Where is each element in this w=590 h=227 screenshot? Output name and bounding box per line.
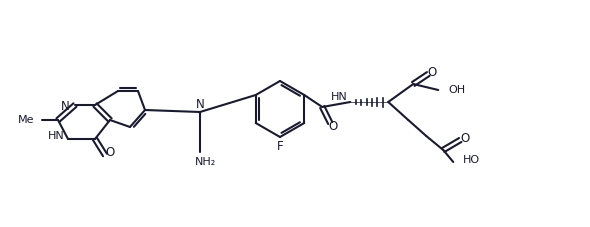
Text: F: F [277,140,283,153]
Text: HN: HN [48,131,64,141]
Text: HN: HN [330,92,348,102]
Text: O: O [329,121,338,133]
Text: O: O [461,131,470,145]
Text: Me: Me [18,115,34,125]
Text: HO: HO [463,155,480,165]
Text: N: N [196,98,204,111]
Text: OH: OH [448,85,466,95]
Text: O: O [428,66,437,79]
Text: N: N [61,99,70,113]
Text: NH₂: NH₂ [194,157,215,167]
Text: O: O [106,146,114,160]
